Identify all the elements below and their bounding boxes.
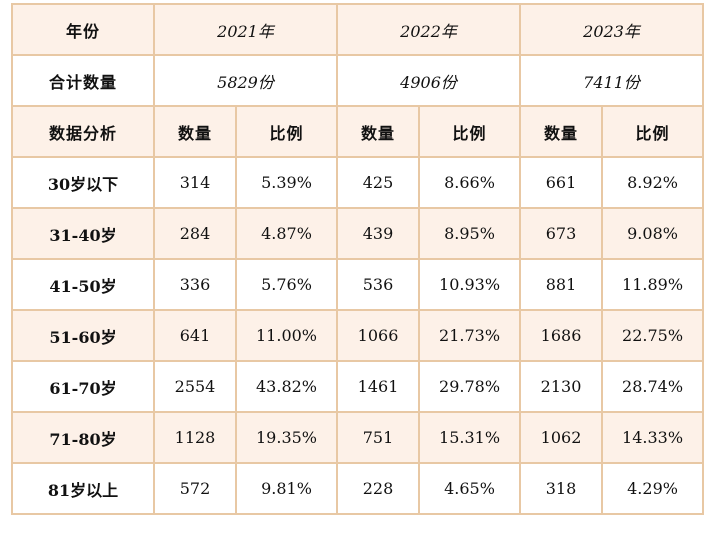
count-cell: 2554 [153, 360, 237, 413]
count-header-2023: 数量 [519, 105, 604, 158]
count-cell: 1461 [336, 360, 421, 413]
age-group-label: 81岁以上 [11, 462, 155, 515]
table-row: 51-60岁 641 11.00% 1066 21.73% 1686 22.75… [11, 309, 705, 362]
ratio-cell: 9.81% [234, 462, 339, 515]
ratio-cell: 5.39% [234, 156, 339, 209]
total-2023: 7411份 [519, 54, 705, 107]
subheader-row: 数据分析 数量 比例 数量 比例 数量 比例 [11, 105, 705, 158]
ratio-cell: 5.76% [234, 258, 339, 311]
count-cell: 284 [153, 207, 237, 260]
age-group-label: 31-40岁 [11, 207, 155, 260]
table-row: 31-40岁 284 4.87% 439 8.95% 673 9.08% [11, 207, 705, 260]
count-header-2021: 数量 [153, 105, 237, 158]
total-2021: 5829份 [152, 54, 339, 107]
table-row: 71-80岁 1128 19.35% 751 15.31% 1062 14.33… [11, 411, 705, 464]
count-cell: 1128 [153, 411, 237, 464]
ratio-cell: 8.95% [418, 207, 522, 260]
ratio-cell: 14.33% [601, 411, 705, 464]
count-cell: 318 [519, 462, 604, 515]
ratio-cell: 4.87% [234, 207, 339, 260]
ratio-cell: 4.65% [418, 462, 522, 515]
count-cell: 641 [153, 309, 237, 362]
ratio-cell: 8.66% [418, 156, 522, 209]
year-2021-header: 2021年 [152, 3, 339, 56]
table-row: 41-50岁 336 5.76% 536 10.93% 881 11.89% [11, 258, 705, 311]
count-cell: 228 [336, 462, 421, 515]
count-cell: 661 [519, 156, 604, 209]
age-distribution-table: 年份 2021年 2022年 2023年 合计数量 5829份 4906份 74… [11, 3, 705, 515]
age-group-label: 30岁以下 [11, 156, 155, 209]
table-row: 81岁以上 572 9.81% 228 4.65% 318 4.29% [11, 462, 705, 515]
count-cell: 673 [519, 207, 604, 260]
table-row: 30岁以下 314 5.39% 425 8.66% 661 8.92% [11, 156, 705, 209]
count-header-2022: 数量 [336, 105, 421, 158]
ratio-cell: 11.00% [234, 309, 339, 362]
count-cell: 1686 [519, 309, 604, 362]
year-2022-header: 2022年 [336, 3, 522, 56]
ratio-header-2022: 比例 [418, 105, 522, 158]
age-group-label: 51-60岁 [11, 309, 155, 362]
ratio-cell: 15.31% [418, 411, 522, 464]
total-2022: 4906份 [336, 54, 522, 107]
table-row: 61-70岁 2554 43.82% 1461 29.78% 2130 28.7… [11, 360, 705, 413]
ratio-cell: 11.89% [601, 258, 705, 311]
year-header-row: 年份 2021年 2022年 2023年 [11, 3, 705, 56]
ratio-cell: 21.73% [418, 309, 522, 362]
ratio-cell: 29.78% [418, 360, 522, 413]
count-cell: 425 [336, 156, 421, 209]
count-cell: 336 [153, 258, 237, 311]
age-group-label: 61-70岁 [11, 360, 155, 413]
count-cell: 572 [153, 462, 237, 515]
age-group-label: 41-50岁 [11, 258, 155, 311]
ratio-cell: 19.35% [234, 411, 339, 464]
count-cell: 536 [336, 258, 421, 311]
ratio-cell: 43.82% [234, 360, 339, 413]
count-cell: 1066 [336, 309, 421, 362]
ratio-cell: 9.08% [601, 207, 705, 260]
ratio-header-2021: 比例 [234, 105, 339, 158]
totals-row: 合计数量 5829份 4906份 7411份 [11, 54, 705, 107]
analysis-label: 数据分析 [11, 105, 155, 158]
age-group-label: 71-80岁 [11, 411, 155, 464]
ratio-cell: 22.75% [601, 309, 705, 362]
ratio-cell: 4.29% [601, 462, 705, 515]
count-cell: 751 [336, 411, 421, 464]
count-cell: 1062 [519, 411, 604, 464]
year-header-label: 年份 [11, 3, 155, 56]
year-2023-header: 2023年 [519, 3, 705, 56]
count-cell: 2130 [519, 360, 604, 413]
count-cell: 314 [153, 156, 237, 209]
totals-label: 合计数量 [11, 54, 155, 107]
count-cell: 439 [336, 207, 421, 260]
ratio-header-2023: 比例 [601, 105, 705, 158]
ratio-cell: 28.74% [601, 360, 705, 413]
count-cell: 881 [519, 258, 604, 311]
ratio-cell: 10.93% [418, 258, 522, 311]
ratio-cell: 8.92% [601, 156, 705, 209]
